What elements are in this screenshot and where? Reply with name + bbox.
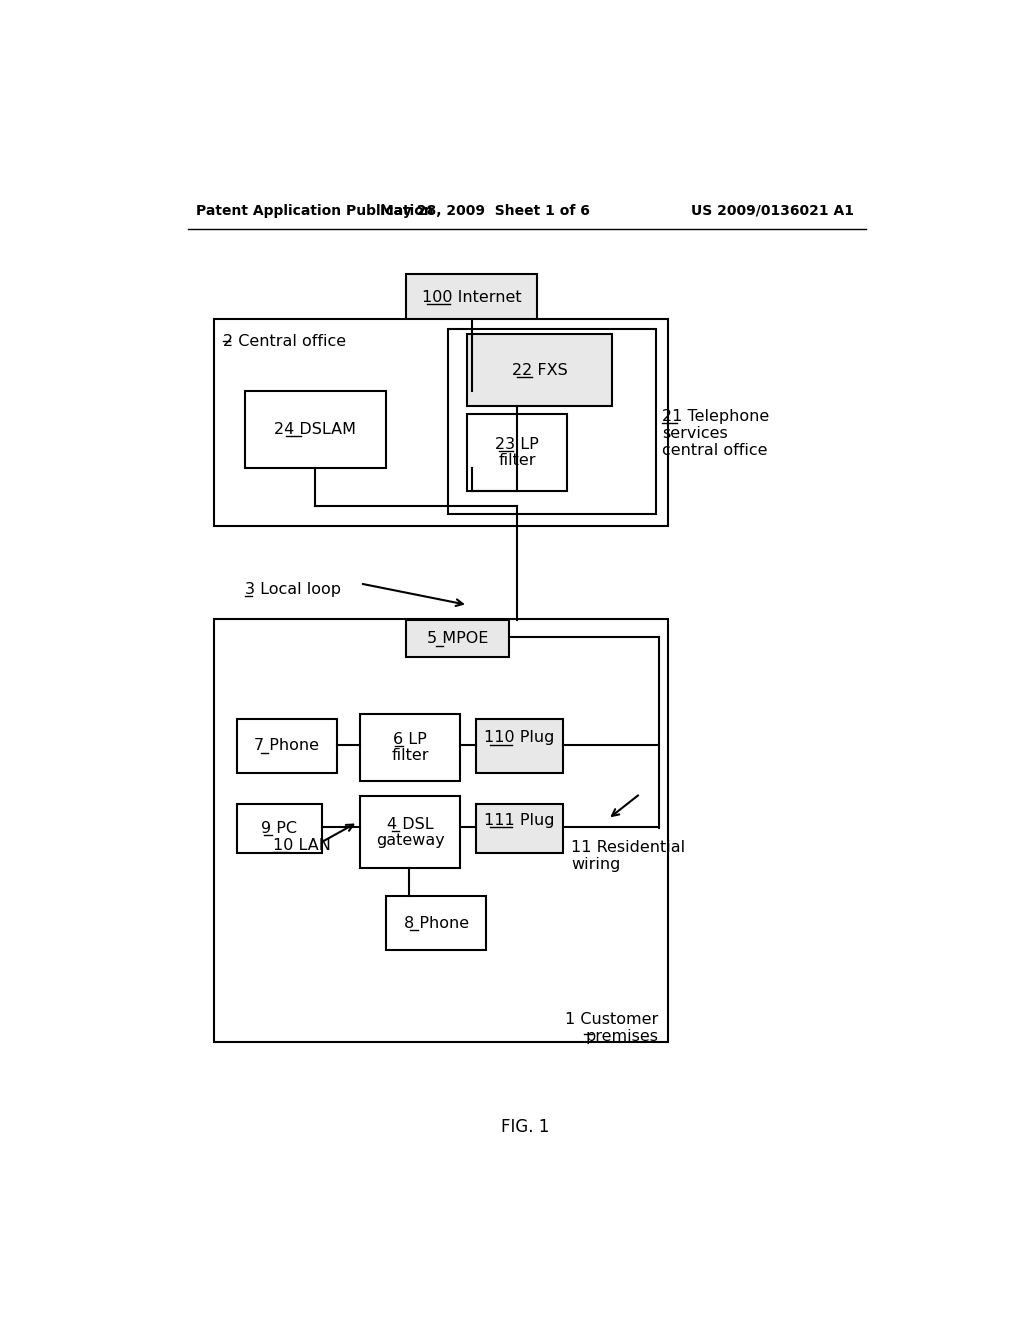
- Bar: [360, 796, 460, 869]
- Bar: [237, 804, 322, 853]
- Text: wiring: wiring: [571, 857, 621, 873]
- Text: 100 Internet: 100 Internet: [422, 289, 521, 305]
- Text: 3 Local loop: 3 Local loop: [245, 582, 341, 597]
- Text: 9 PC: 9 PC: [261, 821, 297, 836]
- Text: 24 DSLAM: 24 DSLAM: [274, 422, 356, 437]
- Text: May 28, 2009  Sheet 1 of 6: May 28, 2009 Sheet 1 of 6: [380, 203, 590, 218]
- Bar: [386, 896, 486, 950]
- Text: 4 DSL: 4 DSL: [387, 817, 433, 832]
- Text: FIG. 1: FIG. 1: [501, 1118, 549, 1137]
- Bar: [237, 719, 337, 774]
- Bar: [475, 719, 563, 774]
- Text: gateway: gateway: [376, 833, 444, 847]
- Text: 110 Plug: 110 Plug: [484, 730, 555, 746]
- Text: 21 Telephone: 21 Telephone: [662, 409, 769, 424]
- Text: premises: premises: [585, 1030, 658, 1044]
- Text: Patent Application Publication: Patent Application Publication: [196, 203, 434, 218]
- Text: filter: filter: [499, 453, 536, 469]
- Text: 2 Central office: 2 Central office: [223, 334, 346, 348]
- Bar: [447, 330, 655, 513]
- Bar: [467, 414, 567, 491]
- Text: 10 LAN: 10 LAN: [273, 838, 331, 853]
- Text: filter: filter: [391, 748, 429, 763]
- Text: 8 Phone: 8 Phone: [403, 916, 469, 931]
- Text: 111 Plug: 111 Plug: [484, 813, 555, 828]
- Text: 6 LP: 6 LP: [393, 733, 427, 747]
- Text: 22 FXS: 22 FXS: [512, 363, 567, 378]
- Text: US 2009/0136021 A1: US 2009/0136021 A1: [691, 203, 854, 218]
- Text: 1 Customer: 1 Customer: [565, 1012, 658, 1027]
- Bar: [214, 318, 668, 527]
- Text: 5 MPOE: 5 MPOE: [427, 631, 488, 647]
- Text: 7 Phone: 7 Phone: [254, 738, 319, 754]
- Bar: [467, 334, 611, 407]
- Text: central office: central office: [662, 444, 767, 458]
- Bar: [407, 275, 538, 321]
- Bar: [214, 619, 668, 1043]
- Text: 23 LP: 23 LP: [496, 437, 539, 451]
- Bar: [360, 714, 460, 780]
- Bar: [407, 620, 509, 657]
- Bar: [475, 804, 563, 853]
- Bar: [245, 391, 386, 469]
- Text: 11 Residential: 11 Residential: [571, 840, 685, 855]
- Text: services: services: [662, 426, 728, 441]
